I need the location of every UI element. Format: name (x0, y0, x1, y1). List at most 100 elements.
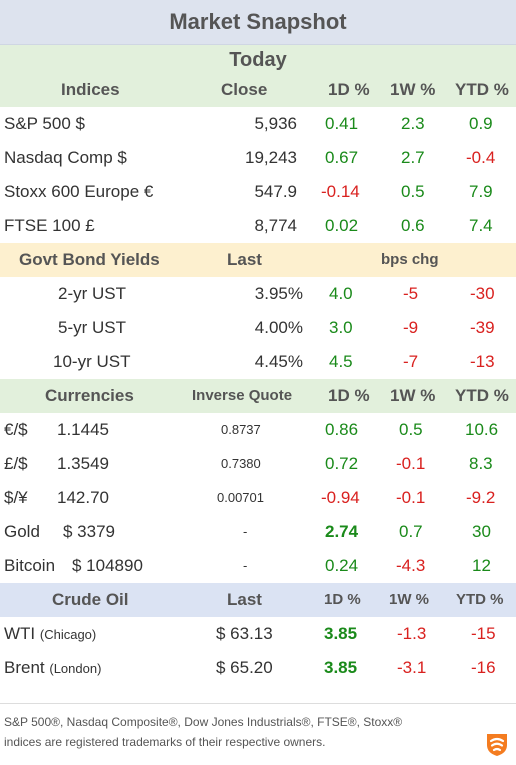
currency-row: $/¥ 142.70 0.00701 -0.94 -0.1 -9.2 (0, 481, 516, 515)
bond-name: 2-yr UST (58, 284, 126, 303)
last-column-header: Last (227, 250, 262, 269)
index-close: 5,936 (254, 114, 297, 133)
currency-ytd-change: -9.2 (466, 488, 496, 507)
crude-ytd-change: -15 (471, 624, 496, 643)
bonds-heading: Govt Bond Yields (19, 250, 160, 269)
bond-yield: 3.95% (254, 284, 303, 303)
bond-yield: 4.00% (254, 318, 303, 337)
indices-header-row: Indices Close 1D % 1W % YTD % (0, 73, 516, 107)
bond-row: 10-yr UST 4.45% 4.5 -7 -13 (0, 345, 516, 379)
currency-rate: $ 104890 (72, 556, 143, 575)
ytd-change-column-header: YTD % (455, 386, 509, 405)
crude-row: Brent (London) $ 65.20 3.85 -3.1 -16 (0, 651, 516, 685)
currency-ytd-change: 10.6 (465, 420, 499, 439)
currency-ytd-change: 12 (472, 556, 491, 575)
crude-week-change: -1.3 (397, 624, 427, 643)
bps-change-column-header: bps chg (381, 251, 439, 268)
index-week-change: 2.3 (401, 114, 425, 133)
ytd-change-column-header: YTD % (456, 591, 504, 608)
index-day-change: 0.67 (325, 148, 359, 167)
currencies-header-row: Currencies Inverse Quote 1D % 1W % YTD % (0, 379, 516, 413)
index-name: S&P 500 $ (4, 114, 85, 133)
bond-ytd-change: -13 (470, 352, 495, 371)
crude-day-change: 3.85 (324, 658, 358, 677)
day-change-column-header: 1D % (328, 80, 370, 99)
currency-week-change: 0.7 (399, 522, 423, 541)
index-close: 19,243 (245, 148, 297, 167)
week-change-column-header: 1W % (389, 591, 430, 608)
index-name: FTSE 100 £ (4, 216, 95, 235)
bond-day-change: 4.5 (329, 352, 353, 371)
index-row: Stoxx 600 Europe € 547.9 -0.14 0.5 7.9 (0, 175, 516, 209)
day-change-column-header: 1D % (328, 386, 370, 405)
currency-inverse-quote: 0.00701 (217, 490, 264, 505)
currency-day-change: 0.72 (325, 454, 359, 473)
week-change-column-header: 1W % (390, 386, 436, 405)
bonds-header-row: Govt Bond Yields Last bps chg (0, 243, 516, 277)
bond-yield: 4.45% (254, 352, 303, 371)
currency-row: Bitcoin $ 104890 - 0.24 -4.3 12 (0, 549, 516, 583)
currency-row: £/$ 1.3549 0.7380 0.72 -0.1 8.3 (0, 447, 516, 481)
currencies-table: €/$ 1.1445 0.8737 0.86 0.5 10.6 £/$ 1.35… (0, 413, 516, 583)
crude-ytd-change: -16 (471, 658, 496, 677)
currency-week-change: -0.1 (396, 454, 426, 473)
index-row: Nasdaq Comp $ 19,243 0.67 2.7 -0.4 (0, 141, 516, 175)
currency-row: €/$ 1.1445 0.8737 0.86 0.5 10.6 (0, 413, 516, 447)
currency-inverse-quote: - (243, 558, 248, 573)
currency-day-change: 0.24 (325, 556, 359, 575)
crude-week-change: -3.1 (397, 658, 427, 677)
currency-symbol: Bitcoin (4, 556, 56, 575)
crude-price: $ 65.20 (216, 658, 273, 677)
index-close: 8,774 (254, 216, 297, 235)
currency-rate: 142.70 (57, 488, 109, 507)
currency-rate: 1.1445 (57, 420, 109, 439)
crude-table: WTI (Chicago) $ 63.13 3.85 -1.3 -15 Bren… (0, 617, 516, 685)
index-week-change: 0.5 (401, 182, 425, 201)
index-name: Stoxx 600 Europe € (4, 182, 154, 201)
index-name: Nasdaq Comp $ (4, 148, 127, 167)
currency-day-change: 2.74 (325, 522, 359, 541)
crude-name: Brent (London) (4, 651, 101, 686)
index-day-change: 0.02 (325, 216, 359, 235)
index-week-change: 2.7 (401, 148, 425, 167)
bond-day-change: 4.0 (329, 284, 353, 303)
trademark-footnote: S&P 500®, Nasdaq Composite®, Dow Jones I… (4, 712, 474, 752)
currency-rate: 1.3549 (57, 454, 109, 473)
indices-header-band: Today Indices Close 1D % 1W % YTD % (0, 45, 516, 107)
currency-inverse-quote: 0.7380 (221, 456, 261, 471)
crude-heading: Crude Oil (52, 590, 129, 609)
bond-week-change: -7 (403, 352, 419, 371)
crude-day-change: 3.85 (324, 624, 358, 643)
crude-header-row: Crude Oil Last 1D % 1W % YTD % (0, 583, 516, 617)
indices-heading: Indices (61, 80, 120, 99)
crude-row: WTI (Chicago) $ 63.13 3.85 -1.3 -15 (0, 617, 516, 651)
bond-row: 2-yr UST 3.95% 4.0 -5 -30 (0, 277, 516, 311)
footnote-line: indices are registered trademarks of the… (4, 735, 326, 749)
inverse-quote-column-header: Inverse Quote (192, 387, 293, 404)
currencies-heading: Currencies (45, 386, 134, 405)
index-day-change: -0.14 (321, 182, 360, 201)
currency-row: Gold $ 3379 - 2.74 0.7 30 (0, 515, 516, 549)
brand-logo-icon (487, 734, 507, 756)
footer: S&P 500®, Nasdaq Composite®, Dow Jones I… (0, 703, 516, 765)
bond-ytd-change: -39 (470, 318, 495, 337)
bonds-table: 2-yr UST 3.95% 4.0 -5 -30 5-yr UST 4.00%… (0, 277, 516, 379)
crude-benchmark: Brent (4, 658, 45, 677)
page-title: Market Snapshot (0, 0, 516, 45)
close-column-header: Close (221, 80, 268, 99)
bond-day-change: 3.0 (329, 318, 353, 337)
index-ytd-change: 0.9 (469, 114, 493, 133)
currency-symbol: $/¥ (4, 488, 28, 507)
index-row: S&P 500 $ 5,936 0.41 2.3 0.9 (0, 107, 516, 141)
bond-week-change: -5 (403, 284, 419, 303)
today-subtitle: Today (229, 49, 287, 71)
index-day-change: 0.41 (325, 114, 359, 133)
index-ytd-change: 7.4 (469, 216, 493, 235)
currency-symbol: €/$ (4, 420, 28, 439)
bond-name: 5-yr UST (58, 318, 126, 337)
bond-row: 5-yr UST 4.00% 3.0 -9 -39 (0, 311, 516, 345)
currency-rate: $ 3379 (63, 522, 115, 541)
bond-ytd-change: -30 (470, 284, 495, 303)
index-week-change: 0.6 (401, 216, 425, 235)
crude-price: $ 63.13 (216, 624, 273, 643)
